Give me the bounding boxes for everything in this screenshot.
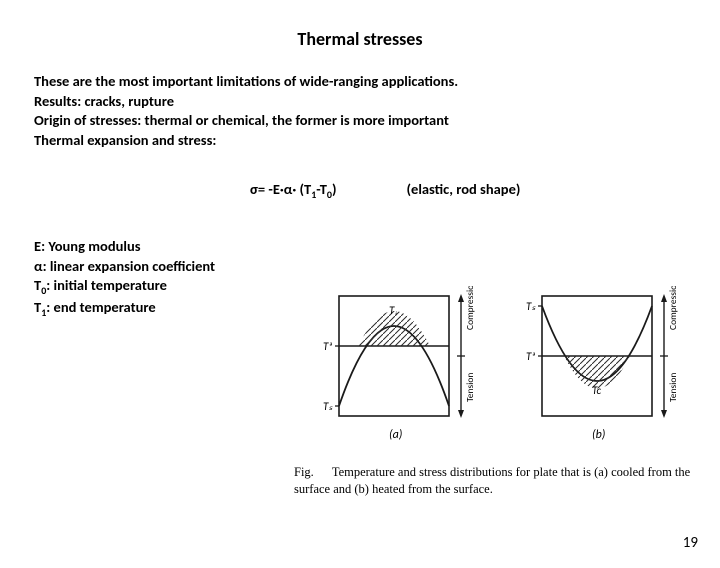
intro-block: These are the most important limitations… [34,72,720,150]
svg-text:Tₛ: Tₛ [526,300,536,313]
svg-text:Tension: Tension [667,373,679,402]
svg-text:Tᵢ: Tᵢ [389,304,397,317]
page-number: 19 [683,534,698,552]
svg-text:Tension: Tension [464,373,476,402]
caption-label: Fig. [294,465,314,479]
svg-text:Tₐ: Tₐ [526,350,535,363]
svg-text:Tₐ: Tₐ [323,340,332,353]
equation: σ= -E·α· (T1-T0) [250,180,337,201]
eq-suf: ) [332,180,337,198]
figure-caption: Fig.Temperature and stress distributions… [294,464,700,498]
svg-text:(a): (a) [389,428,402,442]
svg-text:Tₛ: Tₛ [323,400,333,413]
caption-text: Temperature and stress distributions for… [294,465,690,496]
def-e: E: Young modulus [34,237,720,257]
equation-row: σ= -E·α· (T1-T0) (elastic, rod shape) [0,180,720,201]
svg-text:Compression: Compression [464,286,476,330]
bullet-1: These are the most important limitations… [34,72,720,92]
eq-pre: σ= -E·α· (T [250,180,311,198]
plot-b: Tₛ Tₐ Tc Compression Tension (b) [514,286,689,446]
page-title: Thermal stresses [0,28,720,50]
svg-text:Tc: Tc [592,384,601,397]
bullet-3: Origin of stresses: thermal or chemical,… [34,111,720,131]
equation-note: (elastic, rod shape) [407,180,521,201]
eq-mid: -T [316,180,327,198]
svg-text:Compression: Compression [667,286,679,330]
bullet-4: Thermal expansion and stress: [34,131,720,151]
def-alpha: α: linear expansion coefficient [34,257,720,277]
bullet-2: Results: cracks, rupture [34,92,720,112]
svg-text:(b): (b) [592,428,605,442]
figure: Tₐ Tₛ Tᵢ Compression Tension (a) [300,286,700,498]
plot-a: Tₐ Tₛ Tᵢ Compression Tension (a) [311,286,486,446]
